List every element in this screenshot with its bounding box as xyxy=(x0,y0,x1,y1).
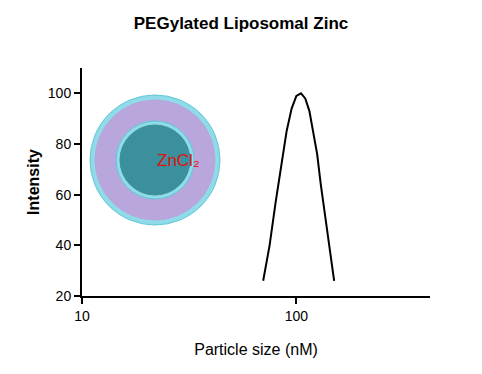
svg-text:Intensity: Intensity xyxy=(25,149,42,215)
svg-text:20: 20 xyxy=(56,288,72,304)
svg-text:100: 100 xyxy=(48,85,72,101)
svg-text:60: 60 xyxy=(56,187,72,203)
svg-text:Particle size (nM): Particle size (nM) xyxy=(194,341,318,358)
svg-text:40: 40 xyxy=(56,237,72,253)
svg-text:100: 100 xyxy=(285,308,309,324)
svg-text:ZnCl₂: ZnCl₂ xyxy=(157,151,200,170)
svg-text:80: 80 xyxy=(56,136,72,152)
svg-text:PEGylated Liposomal Zinc: PEGylated Liposomal Zinc xyxy=(134,14,348,33)
svg-text:10: 10 xyxy=(74,308,90,324)
